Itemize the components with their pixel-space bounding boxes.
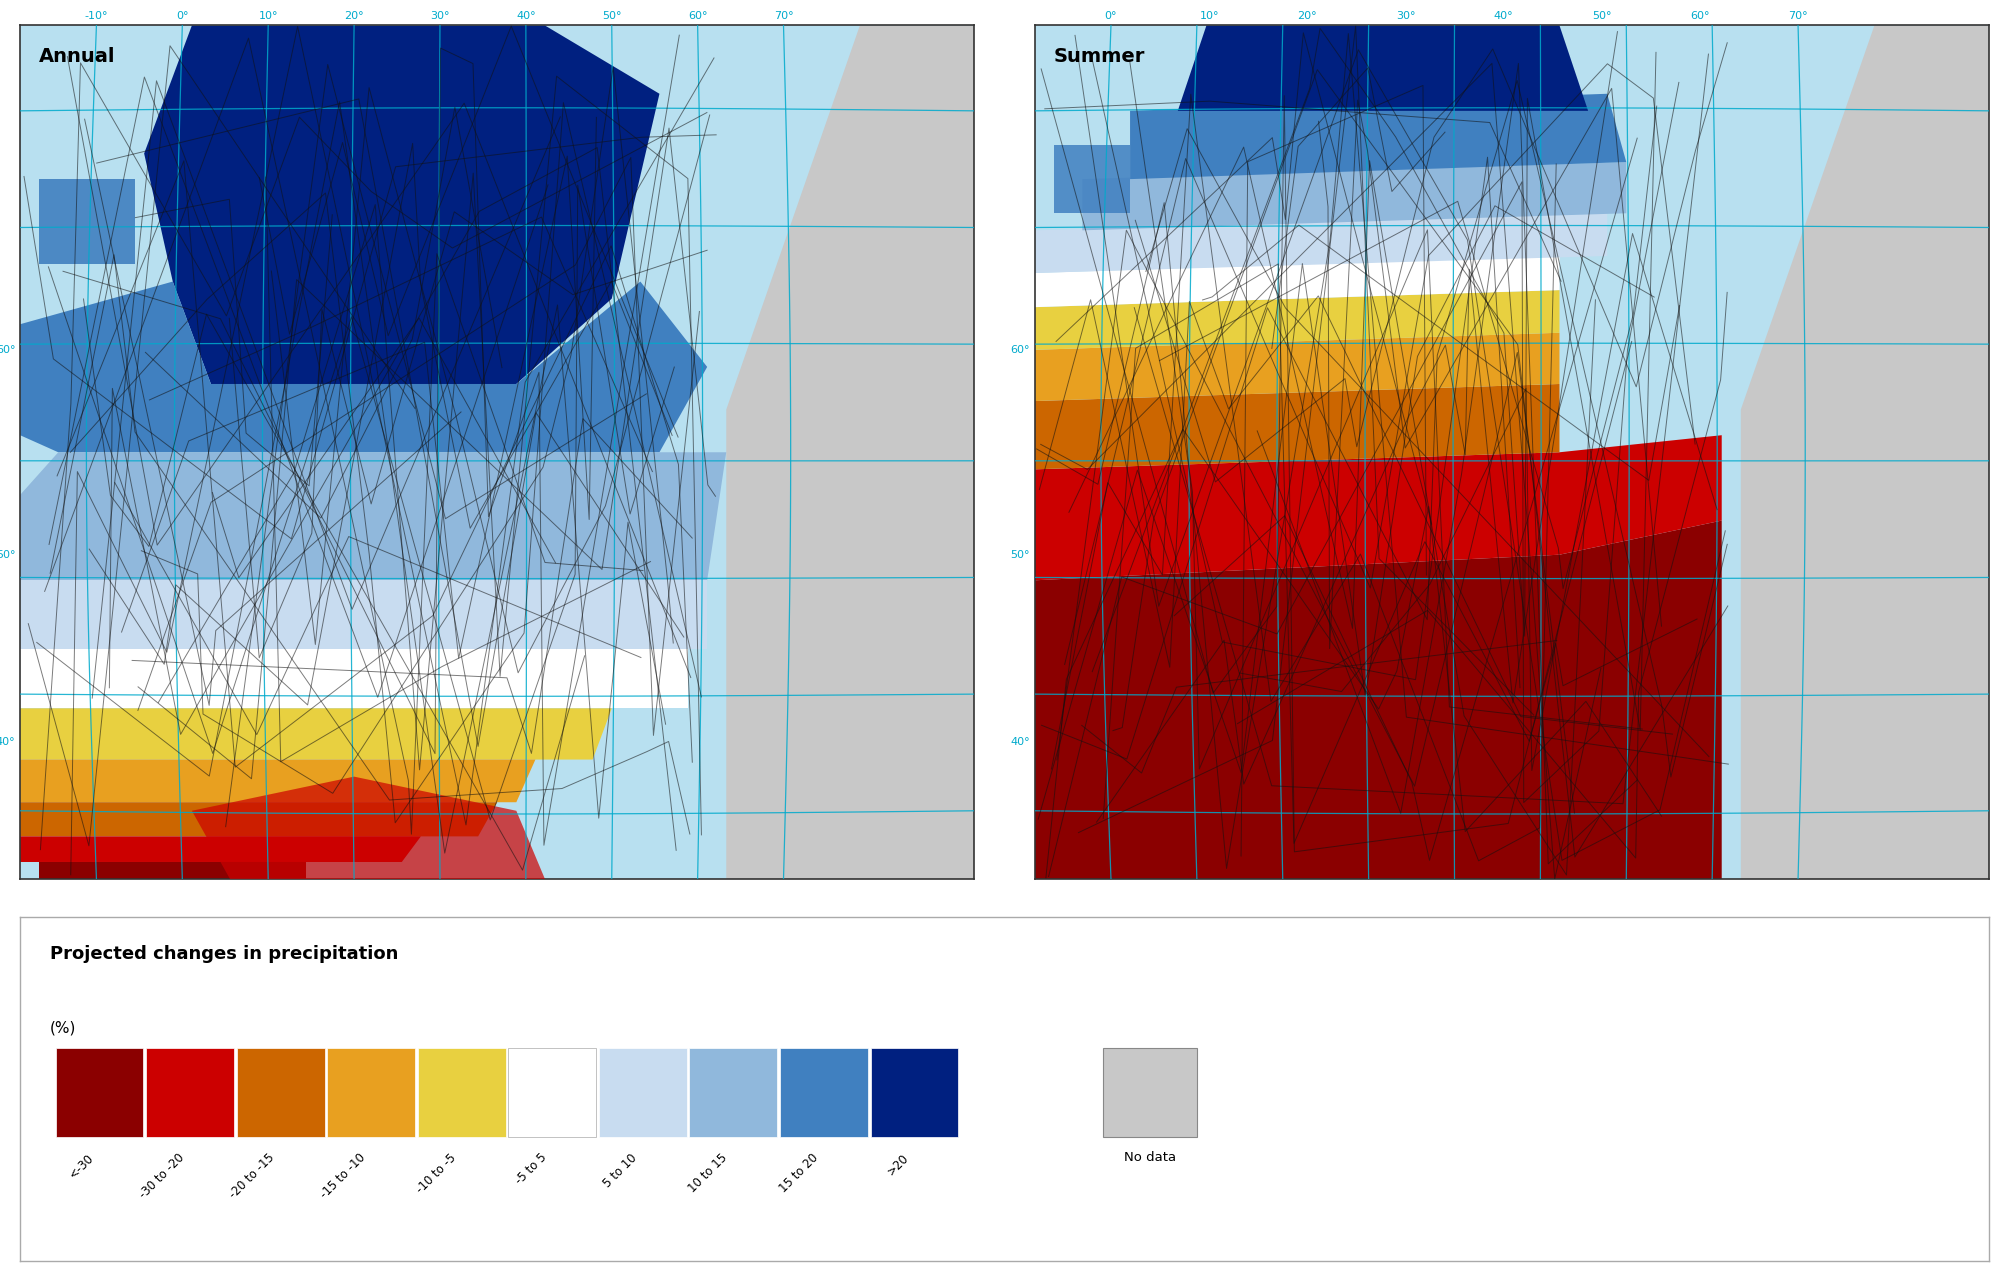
Polygon shape (20, 759, 534, 803)
Polygon shape (40, 862, 305, 879)
Text: 60°: 60° (0, 345, 16, 355)
Text: Summer: Summer (1053, 47, 1145, 66)
Text: No data: No data (1125, 1152, 1175, 1164)
Text: Annual: Annual (40, 47, 117, 66)
Bar (508, 1049, 597, 1138)
Bar (418, 1049, 506, 1138)
Bar (327, 1049, 416, 1138)
Text: 10°: 10° (1199, 11, 1219, 22)
Text: -5 to 5: -5 to 5 (512, 1152, 548, 1187)
Polygon shape (1035, 256, 1559, 307)
Polygon shape (1035, 383, 1559, 469)
Polygon shape (145, 25, 659, 383)
Bar (147, 1049, 233, 1138)
Polygon shape (1177, 25, 1589, 111)
Text: 30°: 30° (430, 11, 450, 22)
Polygon shape (20, 836, 420, 862)
Text: Projected changes in precipitation: Projected changes in precipitation (50, 945, 398, 963)
Text: 40°: 40° (516, 11, 536, 22)
Text: 60°: 60° (1011, 345, 1031, 355)
Text: 40°: 40° (1495, 11, 1513, 22)
Polygon shape (727, 25, 974, 879)
Text: -30 to -20: -30 to -20 (137, 1152, 187, 1201)
Polygon shape (1035, 213, 1607, 273)
Text: 10°: 10° (259, 11, 277, 22)
Polygon shape (1740, 25, 1989, 879)
Bar (1103, 1049, 1197, 1138)
Text: 30°: 30° (1396, 11, 1414, 22)
Text: 40°: 40° (1011, 738, 1031, 748)
Polygon shape (20, 282, 707, 452)
Text: -20 to -15: -20 to -15 (227, 1152, 277, 1201)
Bar (779, 1049, 868, 1138)
Polygon shape (20, 708, 611, 759)
Text: -10°: -10° (84, 11, 108, 22)
Bar (56, 1049, 143, 1138)
Text: 50°: 50° (0, 549, 16, 559)
Text: 50°: 50° (603, 11, 621, 22)
Polygon shape (1035, 333, 1559, 401)
Polygon shape (20, 581, 707, 648)
Polygon shape (20, 452, 727, 581)
Text: 20°: 20° (1298, 11, 1318, 22)
Text: 10 to 15: 10 to 15 (687, 1152, 729, 1195)
Text: 70°: 70° (1788, 11, 1808, 22)
Polygon shape (40, 180, 135, 265)
Text: 50°: 50° (1011, 549, 1031, 559)
Text: -10 to -5: -10 to -5 (414, 1152, 458, 1196)
Polygon shape (20, 803, 496, 836)
Polygon shape (1053, 145, 1129, 213)
Text: 60°: 60° (687, 11, 707, 22)
Polygon shape (1035, 521, 1722, 879)
Text: <-30: <-30 (66, 1152, 96, 1181)
Text: >20: >20 (884, 1152, 912, 1178)
Bar (599, 1049, 687, 1138)
Bar (870, 1049, 958, 1138)
Text: 0°: 0° (1105, 11, 1117, 22)
Polygon shape (1035, 290, 1559, 350)
Polygon shape (193, 777, 544, 879)
Text: (%): (%) (50, 1020, 76, 1036)
Text: 15 to 20: 15 to 20 (777, 1152, 822, 1195)
Text: 0°: 0° (177, 11, 189, 22)
Text: 40°: 40° (0, 738, 16, 748)
Polygon shape (1083, 162, 1627, 231)
Text: 20°: 20° (344, 11, 364, 22)
Text: 60°: 60° (1690, 11, 1710, 22)
Bar (237, 1049, 325, 1138)
Bar (689, 1049, 777, 1138)
Text: 50°: 50° (1591, 11, 1611, 22)
Polygon shape (1035, 436, 1722, 581)
Text: -15 to -10: -15 to -10 (317, 1152, 368, 1201)
Polygon shape (20, 648, 687, 708)
Text: 70°: 70° (773, 11, 794, 22)
Polygon shape (1129, 94, 1627, 180)
Text: 5 to 10: 5 to 10 (601, 1152, 639, 1190)
